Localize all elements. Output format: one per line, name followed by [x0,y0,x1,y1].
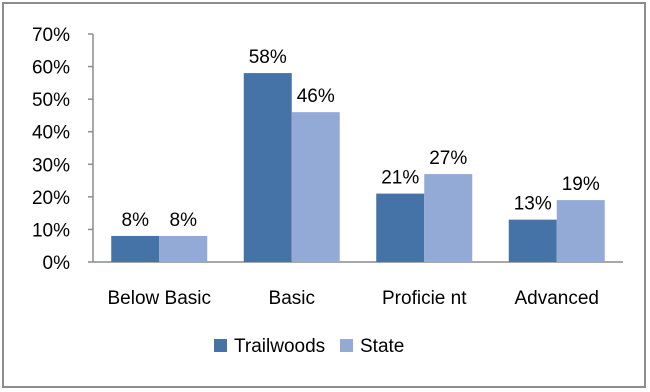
bar-trailwoods [508,219,557,262]
x-tick-label: Basic [269,288,315,309]
data-label: 58% [249,47,287,68]
y-tick-label: 10% [32,220,70,241]
bar-state [291,112,340,263]
bar-state [556,200,605,262]
legend-label: Trailwoods [234,336,325,357]
x-tick-label: Advanced [514,288,599,309]
legend-swatch [214,339,227,352]
y-tick-label: 60% [32,58,70,79]
x-axis: Below Basic Basic Proficie nt Advanced [93,261,623,309]
data-label: 21% [381,168,419,189]
legend-label: State [360,336,404,357]
bar-state [159,235,208,262]
data-label: 27% [429,148,467,169]
bars [111,73,605,263]
y-tick-label: 50% [32,90,70,111]
data-labels: 8% 8% 58% 46% 21% 27% 13% 19% [122,47,600,231]
bar-trailwoods [243,73,292,262]
legend: Trailwoods State [214,336,404,357]
legend-swatch [340,339,353,352]
data-label: 46% [297,86,335,107]
x-tick-label: Below Basic [108,288,212,309]
y-tick-label: 20% [32,188,70,209]
data-label: 8% [122,210,150,231]
y-tick-label: 70% [32,25,70,46]
bar-trailwoods [111,235,160,262]
y-tick-label: 40% [32,123,70,144]
y-tick-label: 30% [32,155,70,176]
bar-state [424,174,473,262]
bar-trailwoods [376,193,425,262]
data-label: 8% [170,210,198,231]
x-tick-label: Proficie nt [382,288,467,309]
y-axis: 0% 10% 20% 30% 40% 50% 60% 70% [32,25,94,274]
data-label: 19% [562,174,600,195]
y-tick-label: 0% [43,253,71,274]
data-label: 13% [514,194,552,215]
